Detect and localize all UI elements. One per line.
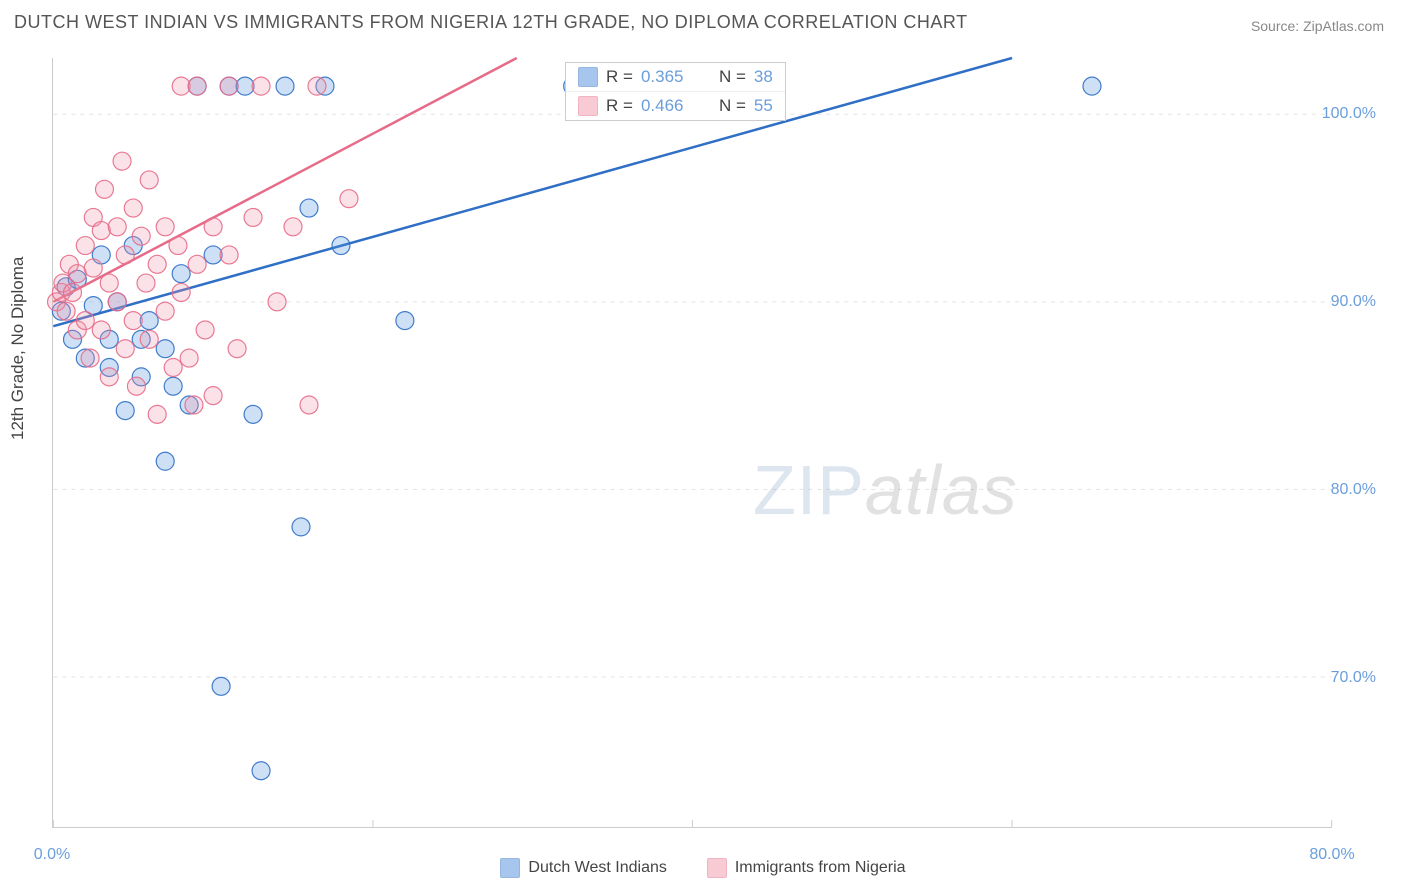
r-prefix: R = bbox=[606, 67, 633, 87]
n-prefix: N = bbox=[719, 67, 746, 87]
correlation-legend-row: R = 0.466 N = 55 bbox=[566, 91, 785, 120]
legend-swatch bbox=[578, 67, 598, 87]
legend-swatch-nigeria bbox=[707, 858, 727, 878]
legend-swatch-dutch bbox=[500, 858, 520, 878]
source-attribution: Source: ZipAtlas.com bbox=[1251, 18, 1384, 34]
x-tick-label-end: 80.0% bbox=[1309, 846, 1354, 864]
n-value: 55 bbox=[754, 96, 773, 116]
y-tick-label: 90.0% bbox=[1331, 293, 1376, 311]
y-tick-label: 80.0% bbox=[1331, 481, 1376, 499]
legend-label-nigeria: Immigrants from Nigeria bbox=[735, 859, 906, 877]
r-prefix: R = bbox=[606, 96, 633, 116]
y-tick-label: 70.0% bbox=[1331, 669, 1376, 687]
scatter-plot-svg bbox=[53, 58, 1332, 827]
n-prefix: N = bbox=[719, 96, 746, 116]
legend-item-nigeria: Immigrants from Nigeria bbox=[707, 858, 906, 878]
legend-label-dutch: Dutch West Indians bbox=[528, 859, 666, 877]
legend-item-dutch: Dutch West Indians bbox=[500, 858, 666, 878]
n-value: 38 bbox=[754, 67, 773, 87]
chart-plot-area: ZIPatlas bbox=[52, 58, 1332, 828]
correlation-legend-row: R = 0.365 N = 38 bbox=[566, 63, 785, 91]
r-value: 0.365 bbox=[641, 67, 701, 87]
y-tick-label: 100.0% bbox=[1322, 105, 1376, 123]
r-value: 0.466 bbox=[641, 96, 701, 116]
x-tick-label-start: 0.0% bbox=[34, 846, 70, 864]
legend-swatch bbox=[578, 96, 598, 116]
chart-title: DUTCH WEST INDIAN VS IMMIGRANTS FROM NIG… bbox=[14, 12, 968, 33]
y-axis-label: 12th Grade, No Diploma bbox=[8, 257, 28, 440]
series-legend: Dutch West Indians Immigrants from Niger… bbox=[0, 858, 1406, 878]
correlation-legend: R = 0.365 N = 38 R = 0.466 N = 55 bbox=[565, 62, 786, 121]
